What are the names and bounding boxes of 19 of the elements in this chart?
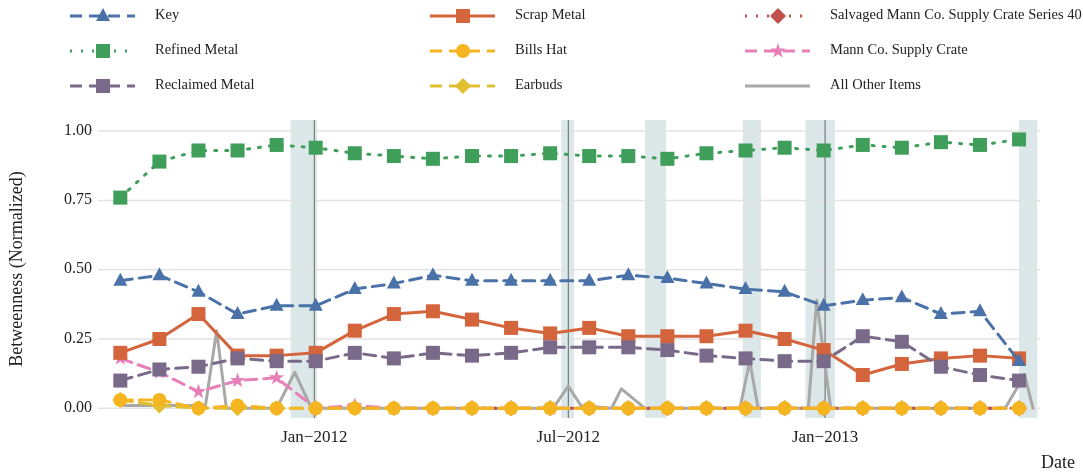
legend-label: Reclaimed Metal — [155, 76, 255, 93]
legend-label: Refined Metal — [155, 41, 239, 58]
legend-label: Salvaged Mann Co. Supply Crate Series 40 — [830, 6, 1082, 23]
legend-label: Earbuds — [515, 76, 563, 93]
x-tick-label: Jan−2013 — [791, 427, 859, 446]
y-tick-label: 0.00 — [64, 397, 92, 415]
legend-label: Scrap Metal — [515, 6, 586, 23]
y-tick-label: 0.25 — [64, 328, 92, 346]
legend-label: Bills Hat — [515, 41, 567, 58]
legend-label: Mann Co. Supply Crate — [830, 41, 968, 58]
y-tick-label: 1.00 — [64, 120, 92, 138]
x-tick-label: Jul−2012 — [536, 427, 601, 446]
y-tick-label: 0.50 — [64, 259, 92, 277]
legend-label: All Other Items — [830, 76, 922, 93]
y-tick-label: 0.75 — [64, 190, 92, 208]
y-axis-title: Betweenness (Normalized) — [6, 171, 27, 367]
x-axis-title: Date — [1041, 452, 1075, 472]
legend-label: Key — [155, 6, 180, 23]
x-tick-label: Jan−2012 — [281, 427, 348, 446]
